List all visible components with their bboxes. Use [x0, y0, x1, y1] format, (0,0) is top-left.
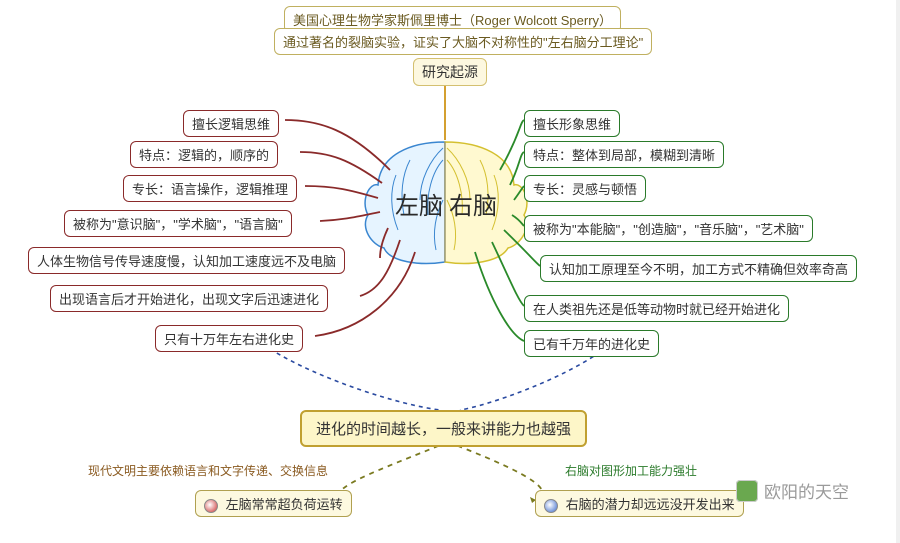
right-item-1: 特点：整体到局部，模糊到清晰	[524, 141, 724, 168]
right-item-3: 被称为"本能脑"，"创造脑"，"音乐脑"，"艺术脑"	[524, 215, 813, 242]
right-item-6: 已有千万年的进化史	[524, 330, 659, 357]
bottom-right-annotation: 右脑对图形加工能力强壮	[565, 462, 697, 479]
origin-node: 研究起源	[413, 58, 487, 86]
left-item-0: 擅长逻辑思维	[183, 110, 279, 137]
watermark-text: 欧阳的天空	[764, 478, 849, 503]
right-bullet-node: 右脑的潜力却远远没开发出来	[535, 490, 744, 517]
left-item-5: 出现语言后才开始进化，出现文字后迅速进化	[50, 285, 328, 312]
left-item-6: 只有十万年左右进化史	[155, 325, 303, 352]
brain-icon	[365, 142, 527, 263]
bottom-main-box: 进化的时间越长，一般来讲能力也越强	[300, 410, 587, 447]
right-bullet-text: 右脑的潜力却远远没开发出来	[566, 497, 735, 512]
red-bullet-icon	[204, 499, 218, 513]
left-item-4: 人体生物信号传导速度慢，认知加工速度远不及电脑	[28, 247, 345, 274]
right-item-5: 在人类祖先还是低等动物时就已经开始进化	[524, 295, 789, 322]
wechat-icon	[736, 480, 758, 502]
top-source-line2: 通过著名的裂脑实验，证实了大脑不对称性的"左右脑分工理论"	[274, 28, 652, 55]
right-item-4: 认知加工原理至今不明，加工方式不精确但效率奇高	[540, 255, 857, 282]
watermark: 欧阳的天空	[736, 478, 849, 503]
right-item-0: 擅长形象思维	[524, 110, 620, 137]
left-bullet-text: 左脑常常超负荷运转	[226, 497, 343, 512]
scrollbar[interactable]	[896, 0, 900, 543]
left-item-3: 被称为"意识脑"，"学术脑"，"语言脑"	[64, 210, 292, 237]
left-bullet-node: 左脑常常超负荷运转	[195, 490, 352, 517]
left-brain-label: 左脑	[395, 186, 443, 221]
left-item-2: 专长：语言操作，逻辑推理	[123, 175, 297, 202]
left-item-1: 特点：逻辑的，顺序的	[130, 141, 278, 168]
bottom-left-annotation: 现代文明主要依赖语言和文字传递、交换信息	[88, 462, 328, 479]
blue-bullet-icon	[544, 499, 558, 513]
right-brain-label: 右脑	[449, 186, 497, 221]
right-item-2: 专长：灵感与顿悟	[524, 175, 646, 202]
